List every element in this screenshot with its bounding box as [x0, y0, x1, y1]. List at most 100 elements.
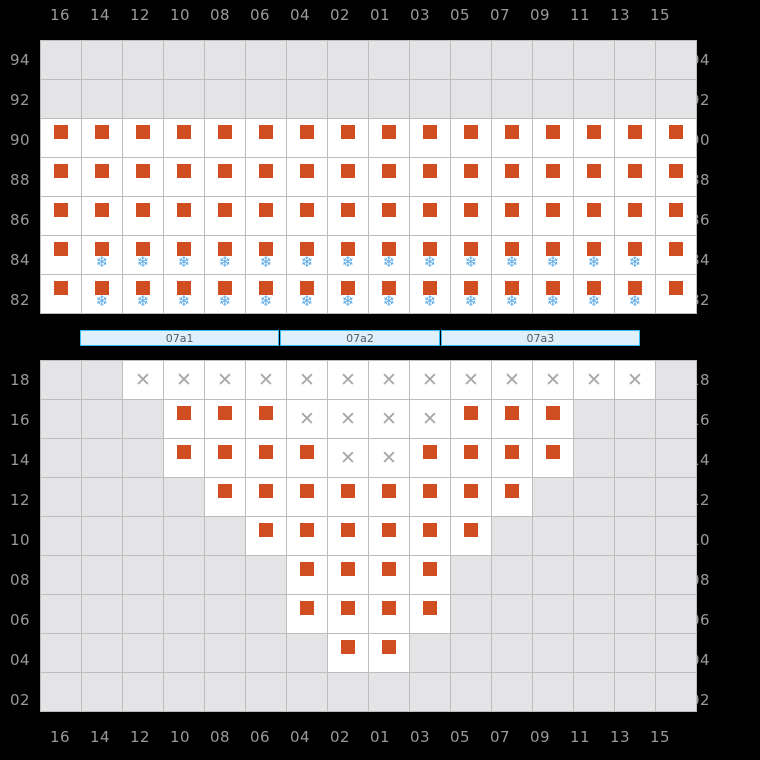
grid-cell[interactable] [615, 400, 655, 438]
grid-cell[interactable] [164, 80, 204, 118]
grid-cell[interactable] [41, 556, 81, 594]
grid-cell[interactable] [656, 595, 696, 633]
grid-cell[interactable] [287, 478, 327, 516]
grid-cell[interactable] [410, 517, 450, 555]
grid-cell[interactable] [533, 478, 573, 516]
grid-cell[interactable]: ❄ [164, 275, 204, 313]
grid-cell[interactable] [164, 158, 204, 196]
grid-cell[interactable] [41, 478, 81, 516]
grid-cell[interactable]: ✕ [328, 400, 368, 438]
grid-cell[interactable] [656, 400, 696, 438]
grid-cell[interactable] [41, 517, 81, 555]
grid-cell[interactable] [123, 80, 163, 118]
grid-cell[interactable] [123, 400, 163, 438]
grid-cell[interactable] [410, 673, 450, 711]
grid-cell[interactable] [328, 517, 368, 555]
bottom-chart-grid[interactable]: ✕ ✕ ✕ ✕ ✕ ✕ ✕ ✕ ✕ ✕ ✕ ✕ ✕ ✕ ✕ ✕ ✕ ✕ ✕ [40, 360, 697, 712]
grid-cell[interactable] [574, 119, 614, 157]
grid-cell[interactable] [287, 119, 327, 157]
grid-cell[interactable] [246, 673, 286, 711]
grid-cell[interactable]: ✕ [369, 400, 409, 438]
grid-cell[interactable] [246, 80, 286, 118]
grid-cell[interactable] [492, 80, 532, 118]
grid-cell[interactable]: ❄ [328, 236, 368, 274]
grid-cell[interactable] [410, 158, 450, 196]
grid-cell[interactable] [656, 556, 696, 594]
grid-cell[interactable] [615, 517, 655, 555]
grid-cell[interactable] [574, 556, 614, 594]
grid-cell[interactable] [410, 595, 450, 633]
grid-cell[interactable] [451, 158, 491, 196]
grid-cell[interactable] [533, 439, 573, 477]
grid-cell[interactable] [451, 119, 491, 157]
grid-cell[interactable] [369, 119, 409, 157]
grid-cell[interactable] [533, 158, 573, 196]
grid-cell[interactable] [328, 158, 368, 196]
grid-cell[interactable] [656, 517, 696, 555]
grid-cell[interactable] [246, 595, 286, 633]
grid-cell[interactable] [287, 197, 327, 235]
grid-cell[interactable] [82, 158, 122, 196]
grid-cell[interactable] [615, 634, 655, 672]
grid-cell[interactable]: ❄ [410, 236, 450, 274]
grid-cell[interactable] [41, 236, 81, 274]
grid-cell[interactable] [164, 478, 204, 516]
grid-cell[interactable] [41, 197, 81, 235]
grid-cell[interactable] [533, 673, 573, 711]
grid-cell[interactable] [492, 439, 532, 477]
grid-cell[interactable] [369, 197, 409, 235]
grid-cell[interactable]: ❄ [492, 236, 532, 274]
grid-cell[interactable] [246, 478, 286, 516]
grid-cell[interactable]: ❄ [492, 275, 532, 313]
grid-cell[interactable] [574, 197, 614, 235]
grid-cell[interactable] [451, 41, 491, 79]
grid-cell[interactable] [615, 478, 655, 516]
grid-cell[interactable] [82, 673, 122, 711]
grid-cell[interactable] [205, 400, 245, 438]
grid-cell[interactable] [82, 80, 122, 118]
grid-cell[interactable] [41, 80, 81, 118]
grid-cell[interactable]: ✕ [328, 361, 368, 399]
grid-cell[interactable] [369, 41, 409, 79]
grid-cell[interactable]: ❄ [164, 236, 204, 274]
grid-cell[interactable] [123, 478, 163, 516]
grid-cell[interactable] [533, 595, 573, 633]
grid-cell[interactable] [287, 634, 327, 672]
grid-cell[interactable] [205, 41, 245, 79]
grid-cell[interactable] [82, 439, 122, 477]
grid-cell[interactable]: ❄ [123, 236, 163, 274]
grid-cell[interactable]: ✕ [451, 361, 491, 399]
grid-cell[interactable] [164, 556, 204, 594]
grid-cell[interactable] [41, 439, 81, 477]
grid-cell[interactable]: ❄ [246, 275, 286, 313]
grid-cell[interactable]: ❄ [451, 275, 491, 313]
grid-cell[interactable] [287, 41, 327, 79]
grid-cell[interactable] [246, 41, 286, 79]
grid-cell[interactable] [574, 634, 614, 672]
grid-cell[interactable] [246, 197, 286, 235]
grid-cell[interactable] [451, 197, 491, 235]
grid-cell[interactable]: ❄ [205, 275, 245, 313]
grid-cell[interactable] [656, 236, 696, 274]
grid-cell[interactable] [656, 80, 696, 118]
grid-cell[interactable]: ❄ [287, 236, 327, 274]
grid-cell[interactable] [492, 158, 532, 196]
grid-cell[interactable]: ❄ [615, 275, 655, 313]
grid-cell[interactable] [451, 595, 491, 633]
grid-cell[interactable] [451, 556, 491, 594]
grid-cell[interactable] [615, 41, 655, 79]
grid-cell[interactable] [287, 439, 327, 477]
grid-cell[interactable] [205, 595, 245, 633]
grid-cell[interactable] [246, 158, 286, 196]
grid-cell[interactable] [574, 478, 614, 516]
grid-cell[interactable] [369, 158, 409, 196]
grid-cell[interactable] [205, 80, 245, 118]
grid-cell[interactable] [574, 673, 614, 711]
grid-cell[interactable] [328, 634, 368, 672]
grid-cell[interactable]: ✕ [205, 361, 245, 399]
grid-cell[interactable] [656, 197, 696, 235]
grid-cell[interactable]: ❄ [410, 275, 450, 313]
grid-cell[interactable]: ❄ [205, 236, 245, 274]
grid-cell[interactable] [574, 400, 614, 438]
grid-cell[interactable] [492, 673, 532, 711]
